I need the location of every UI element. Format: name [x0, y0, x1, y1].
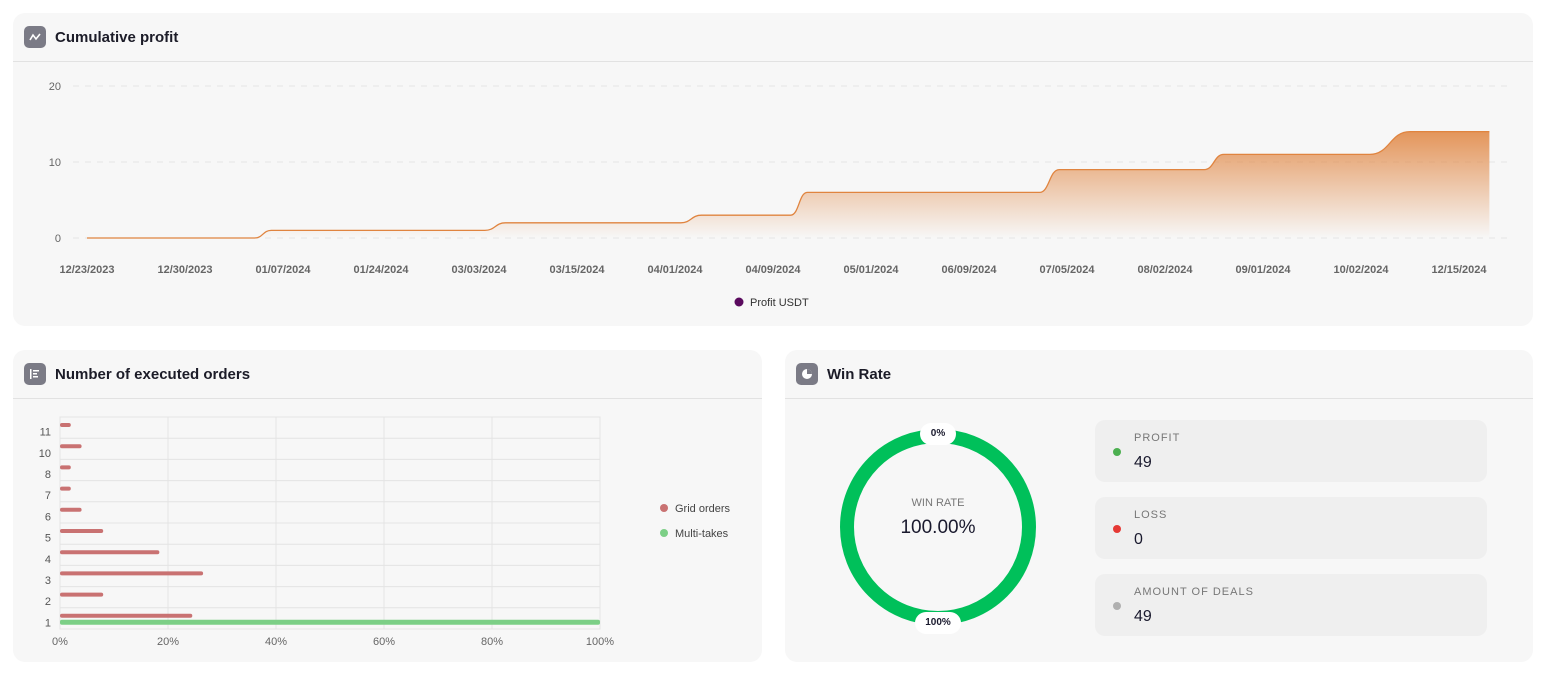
card-label: PROFIT: [1134, 432, 1181, 444]
card-value: 0: [1134, 531, 1143, 548]
profit-area: [87, 131, 1490, 238]
x-tick-label: 12/15/2024: [1431, 264, 1487, 276]
start-label: 0%: [920, 423, 956, 445]
grid-orders-bar: [60, 592, 104, 597]
line-chart-icon: [24, 26, 46, 48]
y-tick-label: 10: [49, 157, 61, 169]
y-tick-label: 0: [55, 233, 61, 245]
grid-orders-bar: [60, 571, 204, 576]
x-tick-label: 10/02/2024: [1333, 264, 1389, 276]
start-label-text: 0%: [930, 428, 946, 439]
grid-orders-bar: [60, 550, 160, 555]
grid-orders-bar: [60, 465, 71, 470]
x-tick-label: 04/09/2024: [745, 264, 801, 276]
x-tick-label: 80%: [481, 636, 503, 648]
y-tick-label: 7: [45, 490, 51, 502]
legend-dot: [660, 529, 668, 537]
panel-title: Number of executed orders: [55, 365, 251, 383]
multi-takes-bar: [60, 619, 600, 625]
card-label: LOSS: [1134, 509, 1168, 521]
y-tick-label: 2: [45, 596, 51, 608]
x-tick-label: 0%: [52, 636, 68, 648]
card-label: AMOUNT OF DEALS: [1134, 586, 1254, 598]
panel-title: Win Rate: [827, 365, 892, 383]
grid-orders-bar: [60, 507, 82, 512]
y-tick-label: 3: [45, 575, 51, 587]
x-tick-label: 09/01/2024: [1235, 264, 1291, 276]
grid-orders-bar: [60, 423, 71, 427]
x-tick-label: 01/07/2024: [255, 264, 311, 276]
deals-dot: [1113, 602, 1121, 610]
y-tick-label: 20: [49, 81, 61, 93]
center-value: 100.00%: [900, 517, 976, 538]
x-tick-label: 40%: [265, 636, 287, 648]
cumulative-profit-panel: Cumulative profit 0 10 20 12/23/2023 12/30/2…: [13, 13, 1533, 326]
x-tick-label: 03/15/2024: [549, 264, 605, 276]
x-tick-label: 08/02/2024: [1137, 264, 1193, 276]
x-tick-label: 03/03/2024: [451, 264, 507, 276]
legend-dot: [734, 297, 744, 307]
end-label: 100%: [915, 612, 961, 634]
loss-dot: [1113, 525, 1121, 533]
y-tick-label: 1: [45, 617, 51, 629]
x-tick-label: 06/09/2024: [941, 264, 997, 276]
grid-orders-bar: [60, 613, 193, 618]
card-value: 49: [1134, 454, 1152, 471]
legend-dot: [660, 504, 668, 512]
y-tick-label: 11: [40, 427, 51, 439]
profit-line: [86, 130, 1490, 239]
x-tick-label: 60%: [373, 636, 395, 648]
executed-orders-panel: Number of executed orders 0% 20% 40% 60% 80%…: [13, 350, 762, 662]
legend-label: Multi-takes: [675, 528, 729, 540]
x-tick-label: 07/05/2024: [1039, 264, 1095, 276]
grid-orders-bar: [60, 529, 104, 533]
y-tick-label: 4: [45, 554, 51, 566]
x-tick-label: 01/24/2024: [353, 264, 409, 276]
x-tick-label: 05/01/2024: [843, 264, 899, 276]
orders-chart: 0% 20% 40% 60% 80% 100% 11 10 8 7 6 5 4 3 2 1 Grid order…: [39, 416, 731, 648]
end-label-text: 100%: [925, 617, 951, 628]
y-tick-label: 10: [39, 448, 51, 460]
profit-card: PROFIT 49: [1095, 420, 1487, 482]
card-value: 49: [1134, 608, 1152, 625]
profit-chart: 0 10 20 12/23/2023 12/30/2023 01/07/2024 01/24…: [49, 81, 1513, 309]
legend-label: Grid orders: [675, 503, 731, 515]
y-tick-label: 6: [45, 511, 51, 523]
grid-orders-bar: [60, 444, 82, 449]
x-tick-label: 100%: [586, 636, 614, 648]
x-tick-label: 04/01/2024: [647, 264, 703, 276]
y-tick-label: 5: [45, 533, 51, 545]
grid-orders-bar: [60, 486, 71, 491]
panel-title: Cumulative profit: [55, 28, 179, 46]
profit-dot: [1113, 448, 1121, 456]
x-tick-label: 20%: [157, 636, 179, 648]
win-rate-panel: Win Rate 0% 100% WIN RATE 100.00% PROFIT…: [785, 350, 1533, 662]
y-tick-label: 8: [45, 469, 51, 481]
legend-label: Profit USDT: [750, 297, 809, 309]
center-label: WIN RATE: [911, 497, 965, 509]
loss-card: LOSS 0: [1095, 497, 1487, 559]
deals-card: AMOUNT OF DEALS 49: [1095, 574, 1487, 636]
bar-list-icon: [24, 363, 46, 385]
x-tick-label: 12/30/2023: [157, 264, 212, 276]
pie-chart-icon: [796, 363, 818, 385]
x-tick-label: 12/23/2023: [59, 264, 114, 276]
